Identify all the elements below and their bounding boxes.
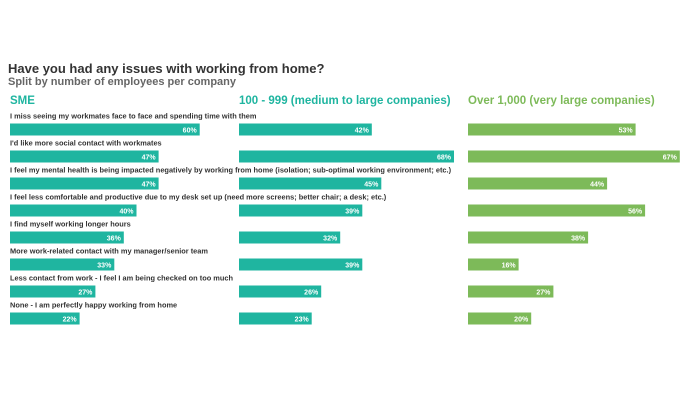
series-header-2: Over 1,000 (very large companies)	[468, 95, 655, 107]
data-label-2-3: 56%	[628, 209, 643, 216]
bar-1-5	[239, 258, 363, 271]
series-header-1: 100 - 999 (medium to large companies)	[239, 95, 451, 107]
series-header-0: SME	[10, 95, 35, 107]
data-label-1-0: 42%	[355, 128, 370, 135]
data-label-0-3: 40%	[119, 209, 134, 216]
bar-1-2	[239, 177, 382, 190]
bar-2-0	[468, 123, 636, 136]
bar-0-4	[10, 231, 124, 244]
bar-2-6	[468, 285, 554, 298]
bar-1-4	[239, 231, 341, 244]
bar-0-7	[10, 312, 80, 325]
chart-title: Have you had any issues with working fro…	[8, 61, 325, 76]
bar-0-1	[10, 150, 159, 163]
bar-1-7	[239, 312, 312, 325]
data-label-2-5: 16%	[502, 263, 517, 270]
data-label-2-7: 20%	[514, 317, 529, 324]
category-label-4: I find myself working longer hours	[10, 220, 131, 229]
bar-1-1	[239, 150, 454, 163]
data-label-2-0: 53%	[619, 128, 634, 135]
bar-0-3	[10, 204, 137, 217]
category-label-6: Less contact from work - I feel I am bei…	[10, 274, 233, 283]
data-label-1-3: 39%	[345, 209, 360, 216]
data-label-0-0: 60%	[183, 128, 198, 135]
category-label-2: I feel my mental health is being impacte…	[10, 166, 452, 175]
data-label-1-4: 32%	[323, 236, 338, 243]
bar-0-0	[10, 123, 200, 136]
category-label-3: I feel less comfortable and productive d…	[10, 193, 387, 202]
bar-1-6	[239, 285, 322, 298]
data-label-0-6: 27%	[78, 290, 93, 297]
bar-0-2	[10, 177, 159, 190]
data-label-1-7: 23%	[295, 317, 310, 324]
data-label-0-7: 22%	[63, 317, 78, 324]
bar-1-3	[239, 204, 363, 217]
bar-2-5	[468, 258, 519, 271]
bar-1-0	[239, 123, 372, 136]
data-label-2-2: 44%	[590, 182, 605, 189]
data-label-1-2: 45%	[364, 182, 379, 189]
data-label-2-4: 38%	[571, 236, 586, 243]
category-label-5: More work-related contact with my manage…	[10, 247, 208, 256]
bar-2-2	[468, 177, 608, 190]
bar-2-3	[468, 204, 646, 217]
data-label-0-2: 47%	[142, 182, 157, 189]
bar-0-6	[10, 285, 96, 298]
data-label-1-1: 68%	[437, 155, 452, 162]
category-label-0: I miss seeing my workmates face to face …	[10, 112, 257, 121]
category-label-1: I'd like more social contact with workma…	[10, 139, 162, 148]
chart-subtitle: Split by number of employees per company	[8, 76, 236, 88]
bar-2-4	[468, 231, 589, 244]
data-label-1-6: 26%	[304, 290, 319, 297]
data-label-2-1: 67%	[663, 155, 678, 162]
category-label-7: None - I am perfectly happy working from…	[10, 301, 177, 310]
bar-2-1	[468, 150, 680, 163]
data-label-0-4: 36%	[107, 236, 122, 243]
data-label-0-1: 47%	[142, 155, 157, 162]
data-label-0-5: 33%	[97, 263, 112, 270]
data-label-1-5: 39%	[345, 263, 360, 270]
data-label-2-6: 27%	[536, 290, 551, 297]
bar-0-5	[10, 258, 115, 271]
bar-2-7	[468, 312, 532, 325]
